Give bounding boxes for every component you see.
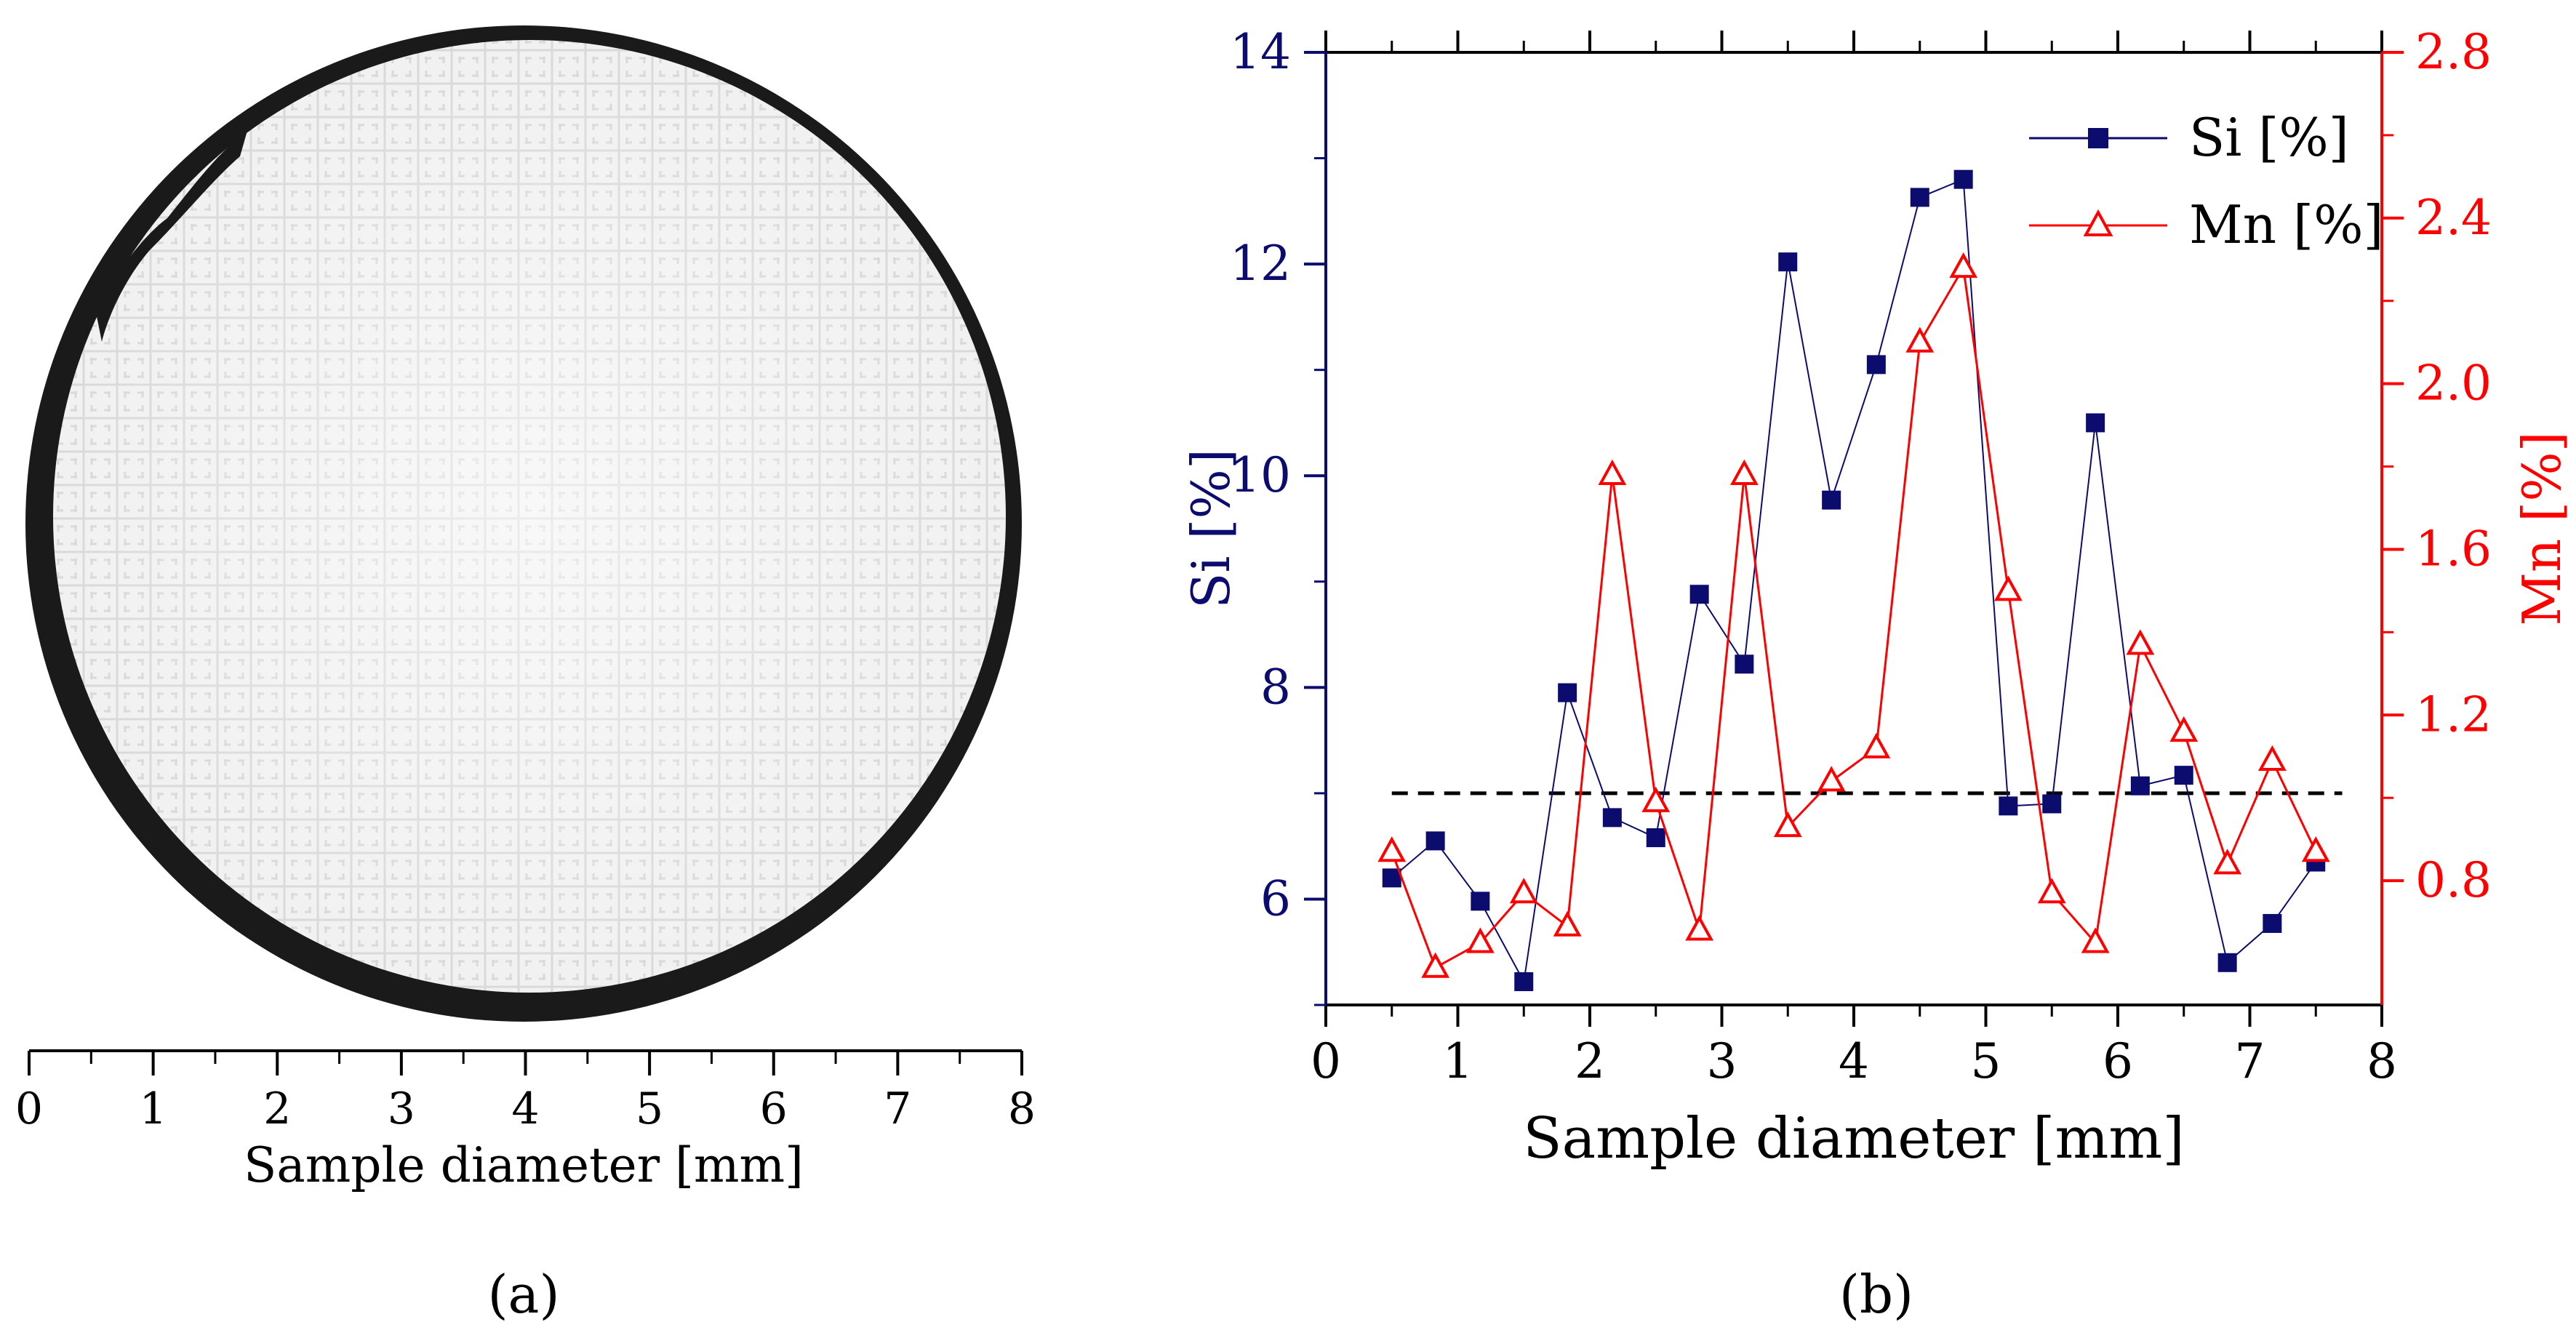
si-data-point	[1910, 188, 1929, 207]
mn-data-point	[1729, 459, 1759, 485]
si-data-point	[2130, 776, 2150, 796]
sample-edge-defect	[95, 131, 247, 342]
si-data-point	[1646, 828, 1665, 848]
x-tick-label: 4	[1839, 1033, 1869, 1089]
si-data-point	[2217, 953, 2237, 972]
scale-bar-tick-label: 0	[15, 1083, 43, 1134]
x-tick-label: 0	[1311, 1033, 1341, 1089]
legend-mn-marker	[2083, 209, 2113, 236]
x-tick-label: 5	[1971, 1033, 2001, 1089]
mn-data-point	[1421, 952, 1450, 978]
mn-data-point	[1553, 910, 1582, 937]
si-data-point	[2086, 413, 2105, 433]
right-y-tick-label: 0.8	[2415, 852, 2492, 908]
mn-data-point	[2213, 849, 2242, 875]
sample-highlight	[53, 40, 1006, 993]
left-y-tick-label: 12	[1230, 236, 1291, 292]
legend-si-marker	[2088, 128, 2108, 148]
mn-data-point	[2257, 745, 2287, 771]
x-axis-label: Sample diameter [mm]	[1523, 1106, 2185, 1171]
mn-data-point	[1641, 786, 1671, 812]
si-data-point	[2263, 913, 2282, 933]
x-tick-label: 3	[1707, 1033, 1737, 1089]
left-y-tick-label: 14	[1230, 24, 1291, 80]
scale-bar-tick-label: 8	[1008, 1083, 1036, 1134]
si-data-point	[1471, 892, 1490, 911]
mn-data-point	[2169, 716, 2199, 742]
legend-mn-label: Mn [%]	[2189, 194, 2384, 255]
legend-si-label: Si [%]	[2189, 107, 2349, 168]
mn-data-point	[1598, 459, 1627, 485]
mn-data-point	[1905, 327, 1935, 353]
right-y-axis-label: Mn [%]	[2511, 431, 2572, 626]
mn-data-point	[1685, 915, 1714, 941]
panel-a-caption: (a)	[487, 1264, 559, 1325]
right-y-tick-label: 2.0	[2415, 356, 2492, 412]
si-data-point	[1514, 972, 1534, 991]
scale-bar-tick-label: 6	[760, 1083, 788, 1134]
scale-bar-xlabel: Sample diameter [mm]	[244, 1137, 804, 1193]
panel-b-caption: (b)	[1839, 1264, 1913, 1325]
left-y-tick-label: 10	[1230, 447, 1291, 503]
mn-data-point	[1465, 927, 1495, 953]
si-series-line	[1391, 178, 2317, 985]
si-mn-chart: 0 1 2 3 4 5 6 7 8681012140.81.21.62.02.42.8Sampl…	[1180, 24, 2572, 1171]
si-data-point	[1953, 169, 1973, 189]
si-data-point	[1558, 683, 1577, 702]
mn-data-point	[1509, 878, 1538, 904]
mn-data-point	[1377, 836, 1407, 862]
si-data-point	[1382, 868, 1401, 888]
x-tick-label: 6	[2103, 1033, 2133, 1089]
right-y-tick-label: 1.6	[2415, 521, 2492, 577]
mn-data-point	[2301, 836, 2330, 862]
sample-micrograph	[25, 25, 1022, 1022]
scale-bar-tick-label: 2	[263, 1083, 291, 1134]
scale-bar-tick-label: 1	[140, 1083, 167, 1134]
si-data-point	[1425, 831, 1445, 851]
scale-bar-tick-label: 3	[388, 1083, 415, 1134]
mn-data-point	[1773, 811, 1802, 838]
scale-bar: 0 1 2 3 4 5 6 7 8	[15, 1049, 1036, 1134]
scale-bar-tick-label: 7	[884, 1083, 911, 1134]
mn-data-point	[2081, 927, 2110, 953]
scale-bar-tick-label: 5	[636, 1083, 663, 1134]
si-data-point	[1822, 490, 1841, 510]
left-y-tick-label: 8	[1260, 659, 1291, 715]
si-data-point	[1602, 808, 1622, 828]
si-data-point	[2042, 794, 2062, 814]
si-data-point	[1778, 252, 1798, 272]
si-data-point	[1689, 585, 1709, 604]
mn-data-point	[1993, 575, 2023, 601]
left-y-axis-label: Si [%]	[1180, 449, 1241, 609]
right-y-tick-label: 2.4	[2415, 190, 2492, 246]
x-tick-label: 8	[2367, 1033, 2397, 1089]
si-data-point	[1866, 355, 1886, 374]
x-tick-label: 2	[1575, 1033, 1605, 1089]
x-tick-label: 7	[2235, 1033, 2265, 1089]
mn-data-point	[2037, 878, 2066, 904]
mn-data-point	[1862, 732, 1891, 758]
right-y-tick-label: 2.8	[2415, 24, 2492, 80]
left-y-tick-label: 6	[1260, 870, 1291, 926]
panel-a: 0 1 2 3 4 5 6 7 8 Sample diameter [mm] (a)	[15, 25, 1036, 1325]
mn-data-point	[2126, 629, 2155, 655]
mn-data-point	[1817, 766, 1846, 792]
mn-series-line	[1391, 264, 2317, 969]
si-data-point	[2174, 766, 2193, 785]
x-tick-label: 1	[1443, 1033, 1473, 1089]
si-data-point	[1735, 654, 1754, 674]
mn-data-point	[1949, 252, 1978, 279]
panel-b: 0 1 2 3 4 5 6 7 8681012140.81.21.62.02.42.8Sampl…	[1180, 24, 2572, 1325]
legend: Si [%] Mn [%]	[2029, 107, 2384, 255]
scale-bar-tick-label: 4	[511, 1083, 539, 1134]
si-data-point	[1999, 796, 2018, 816]
right-y-tick-label: 1.2	[2415, 686, 2492, 742]
